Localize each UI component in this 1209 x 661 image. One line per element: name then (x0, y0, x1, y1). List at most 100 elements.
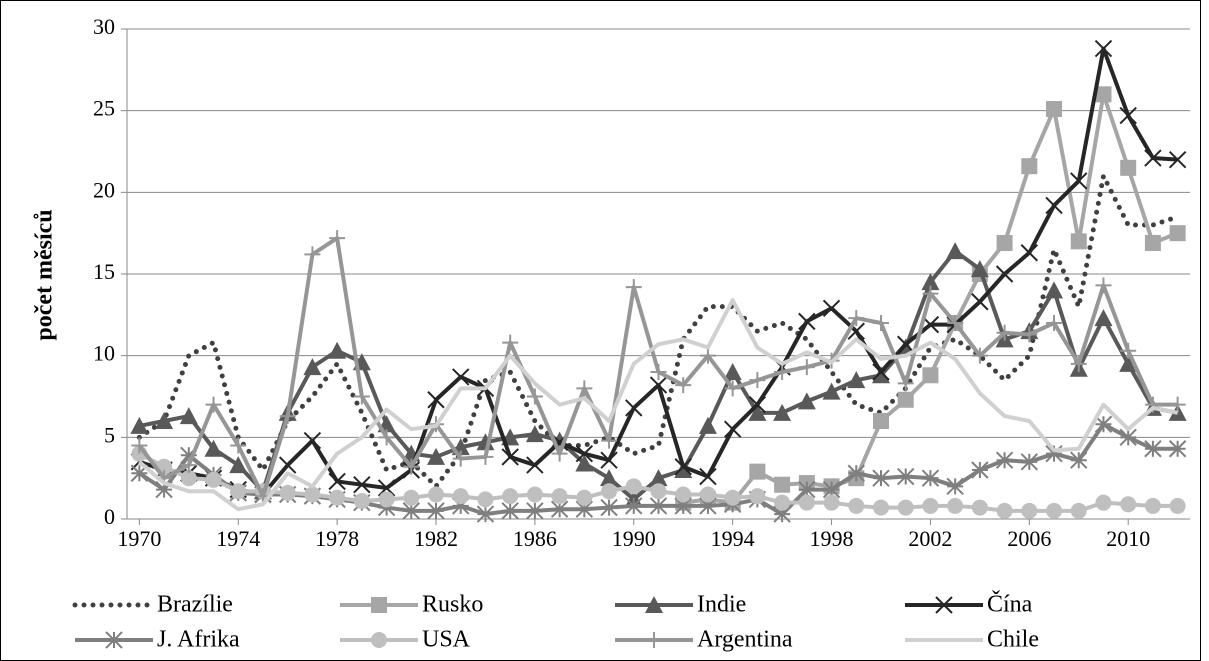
marker (1168, 440, 1187, 458)
marker (1070, 355, 1087, 372)
marker (650, 483, 667, 500)
marker (576, 380, 593, 397)
marker (600, 469, 619, 487)
marker (230, 483, 247, 500)
marker (922, 285, 939, 302)
marker (180, 470, 197, 487)
legend-label: Argentina (697, 627, 793, 653)
marker (403, 458, 420, 475)
marker (897, 335, 915, 353)
marker (848, 310, 865, 327)
marker (1045, 196, 1063, 215)
marker (1094, 39, 1113, 58)
marker (872, 315, 889, 331)
marker (155, 480, 173, 499)
x-tick-label: 1974 (216, 526, 260, 551)
marker (1070, 172, 1088, 190)
legend-item: Brazílie (72, 592, 233, 618)
marker (1021, 502, 1038, 519)
marker (774, 494, 791, 511)
marker (130, 464, 149, 482)
marker (897, 467, 915, 486)
marker (646, 632, 662, 648)
marker (675, 377, 692, 394)
marker (822, 382, 841, 400)
marker (748, 403, 767, 421)
marker (921, 273, 940, 291)
marker (625, 279, 642, 296)
marker (377, 498, 396, 517)
legend-label: J. Afrika (157, 627, 240, 653)
marker (645, 596, 663, 613)
series-line (138, 298, 1179, 512)
marker (798, 494, 815, 511)
marker (575, 444, 594, 463)
x-tick-label: 1998 (810, 526, 854, 551)
marker (1144, 234, 1161, 251)
marker (1046, 101, 1063, 118)
marker (797, 392, 816, 410)
marker (649, 469, 668, 487)
marker (1120, 159, 1137, 176)
marker (476, 505, 495, 523)
marker (822, 299, 841, 318)
marker (1021, 326, 1038, 343)
legend-item: Chile (905, 627, 1039, 653)
y-tick-label: 10 (93, 341, 115, 366)
legend-label: Brazílie (157, 592, 233, 618)
marker (1070, 233, 1087, 250)
marker (848, 497, 865, 514)
marker (427, 447, 446, 465)
marker (576, 489, 593, 506)
marker (501, 502, 519, 520)
marker (1119, 354, 1138, 372)
marker (872, 413, 889, 429)
marker (131, 437, 148, 454)
marker (897, 499, 914, 516)
marker (575, 454, 594, 472)
marker (649, 497, 668, 515)
marker (1095, 86, 1112, 103)
marker (1046, 315, 1063, 331)
x-tick-label: 1978 (315, 526, 359, 551)
marker (1020, 244, 1039, 262)
marker (724, 489, 741, 506)
marker (179, 407, 198, 425)
marker (502, 488, 519, 505)
marker (476, 433, 495, 451)
marker (675, 486, 692, 503)
marker (428, 486, 445, 503)
marker (1046, 502, 1063, 519)
marker (278, 456, 297, 474)
marker (798, 359, 815, 376)
marker (477, 448, 494, 465)
x-tick-label: 1994 (711, 526, 755, 551)
marker (723, 363, 742, 380)
legend-item: Rusko (340, 592, 483, 618)
x-tick-label: 1970 (117, 526, 161, 551)
marker (971, 461, 989, 479)
marker (748, 395, 767, 414)
marker (601, 483, 618, 500)
marker (1120, 496, 1137, 513)
legend-item: Indie (615, 592, 746, 618)
marker (1021, 158, 1038, 175)
marker (353, 493, 370, 510)
legend-item: Argentina (615, 627, 793, 653)
legend-label: Čína (987, 591, 1033, 618)
legend-label: USA (422, 627, 471, 653)
marker (526, 502, 544, 520)
marker (525, 425, 544, 443)
marker (204, 439, 223, 457)
marker (1119, 428, 1137, 447)
legend-item: J. Afrika (75, 627, 240, 653)
marker (649, 376, 668, 394)
marker (130, 416, 149, 434)
marker (378, 429, 395, 446)
marker (600, 451, 618, 469)
x-tick-label: 2010 (1106, 526, 1150, 551)
marker (996, 234, 1013, 251)
marker (922, 497, 939, 514)
marker (353, 388, 370, 405)
